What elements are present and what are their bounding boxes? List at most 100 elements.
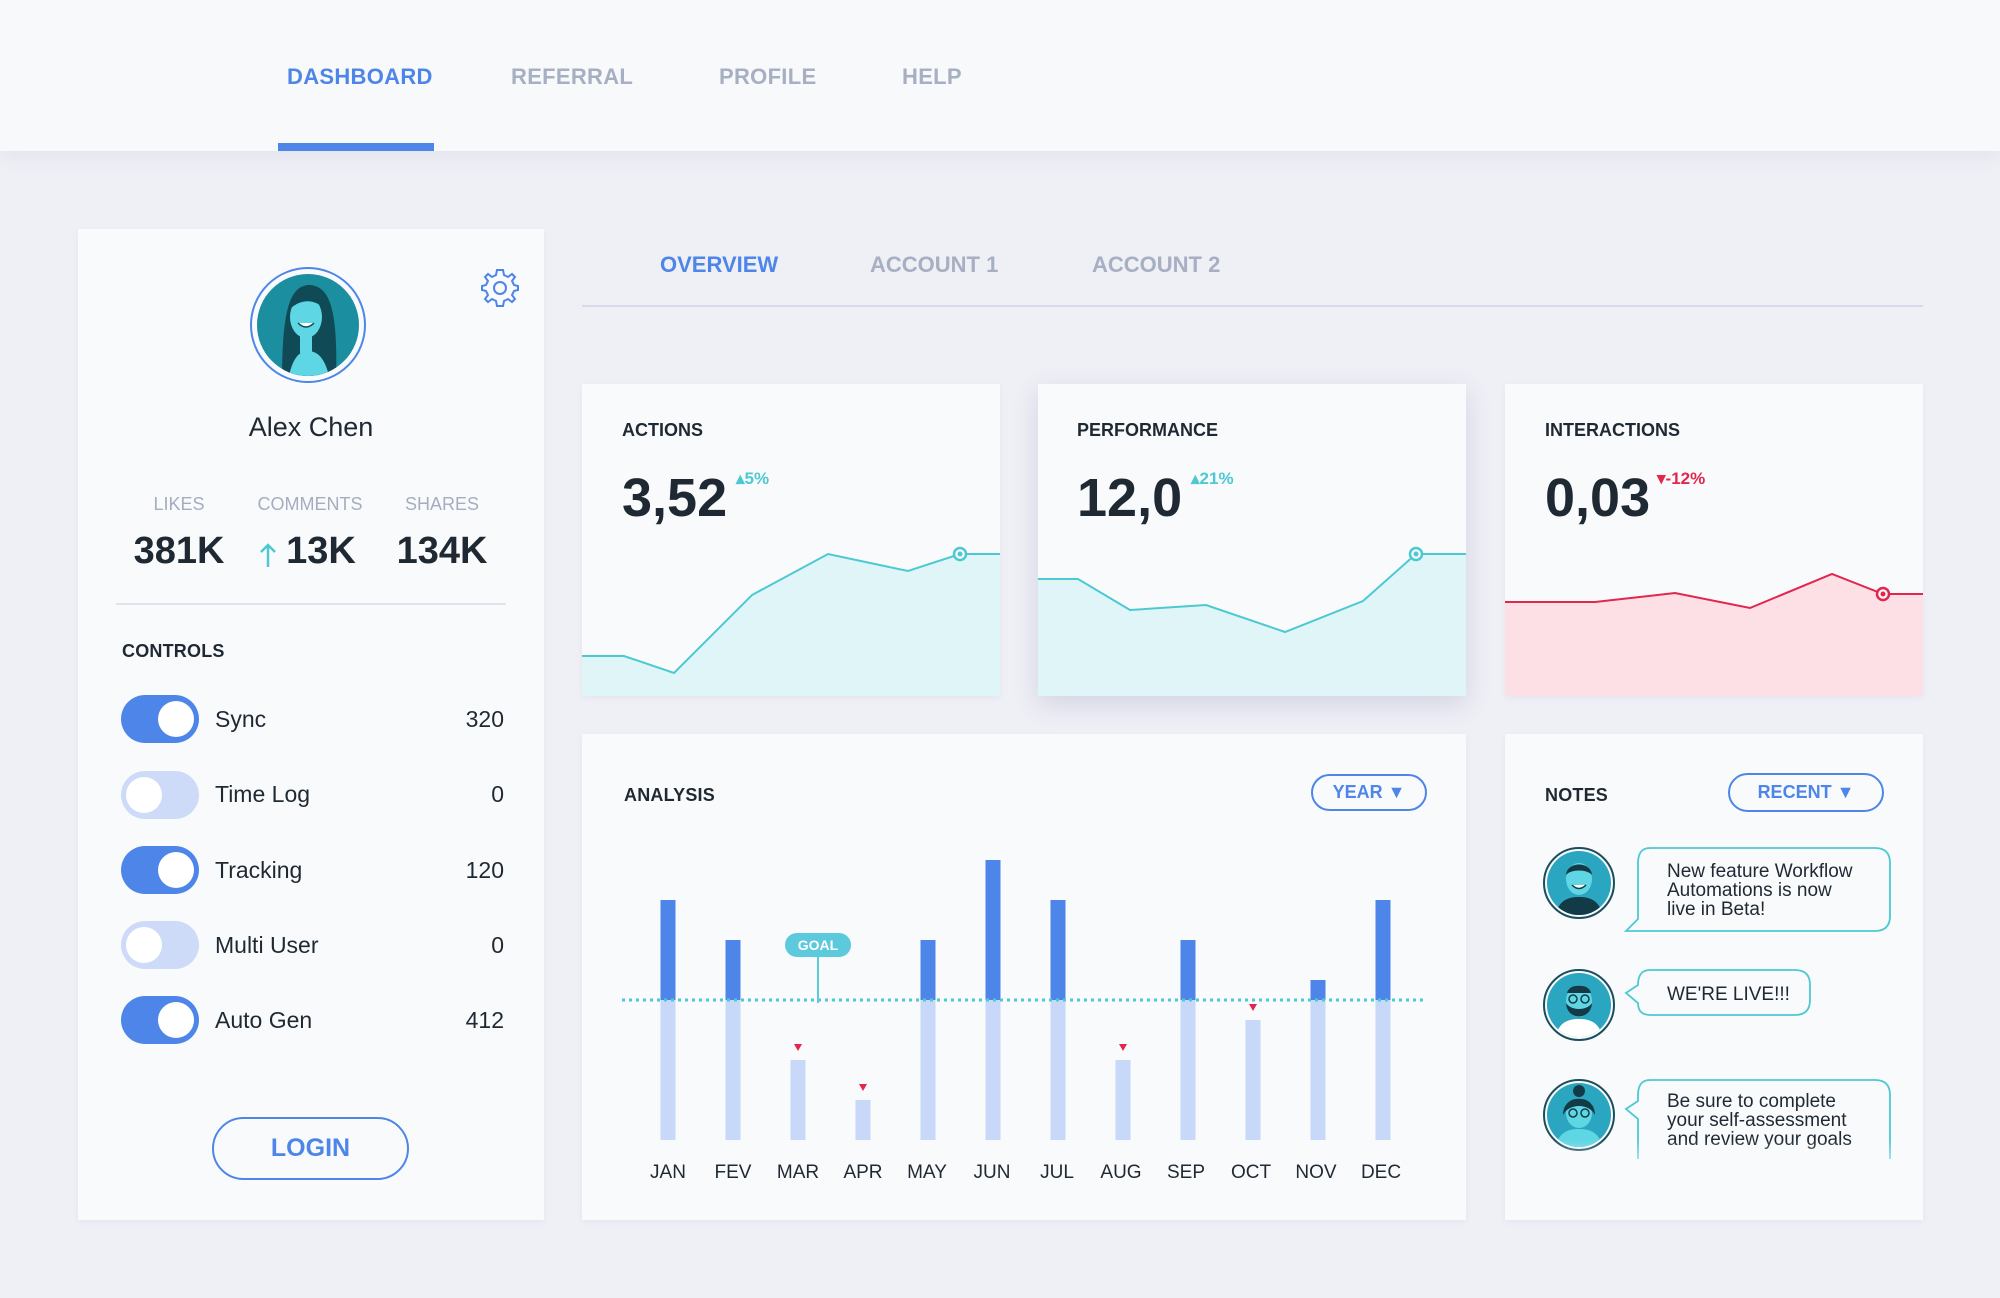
auto-gen-label: Auto Gen [215,1007,313,1033]
settings-gear-icon[interactable] [478,266,522,310]
actions-sparkline [582,546,1000,696]
bar-nov-above-goal [1310,980,1326,1000]
login-button[interactable]: LOGIN [212,1117,409,1180]
profile-avatar[interactable] [250,267,366,383]
bar-jul-above-goal [1050,900,1066,1000]
dropdown-caret-icon: ▼ [1387,782,1406,802]
time-log-label: Time Log [215,781,311,807]
time-log-value: 0 [491,781,504,807]
performance-sparkline [1038,546,1466,696]
auto-gen-toggle[interactable] [121,996,199,1044]
performance-card: PERFORMANCE 12,0 ▴21% [1038,384,1466,696]
stat-likes-label: LIKES [153,494,205,514]
year-filter-dropdown[interactable]: YEAR ▼ [1311,774,1427,811]
stat-shares-value: 134K [396,530,488,572]
bar-mar-base [790,1060,806,1140]
auto-gen-value: 412 [465,1007,504,1033]
sync-toggle[interactable] [121,695,199,743]
month-label-jun: JUN [973,1162,1011,1183]
month-label-jul: JUL [1040,1162,1074,1183]
recent-filter-dropdown[interactable]: RECENT ▼ [1728,773,1884,812]
bar-jun-above-goal [985,860,1001,1000]
tab-account-1[interactable]: ACCOUNT 1 [870,252,999,277]
bar-aug-base [1115,1060,1131,1140]
bar-fev-base [725,1000,741,1140]
sync-value: 320 [465,706,504,732]
note-avatar-bearded-man-icon[interactable] [1543,969,1615,1041]
note-bubble-1 [1623,847,1891,932]
bar-dec-above-goal [1375,900,1391,1000]
tab-account-2[interactable]: ACCOUNT 2 [1092,252,1221,277]
delta-up-icon: ▴ [736,469,745,488]
nav-tab-profile[interactable]: PROFILE [719,64,817,89]
actions-title: ACTIONS [622,420,703,440]
month-label-mar: MAR [776,1162,820,1183]
miss-marker-aug [1119,1044,1127,1051]
interactions-card: INTERACTIONS 0,03 ▾-12% [1505,384,1923,696]
performance-value: 12,0 [1077,468,1183,528]
month-label-nov: NOV [1295,1162,1337,1183]
tracking-value: 120 [465,857,504,883]
top-nav-bar: DASHBOARD REFERRAL PROFILE HELP [0,0,2000,151]
bar-nov-base [1310,1000,1326,1140]
multi-user-label: Multi User [215,932,319,958]
month-label-aug: AUG [1100,1162,1142,1183]
month-label-jan: JAN [650,1162,686,1183]
multi-user-value: 0 [491,932,504,958]
multi-user-toggle[interactable] [121,921,199,969]
notes-fade-overlay [1505,1140,1923,1220]
sync-label: Sync [215,706,267,732]
bar-oct-base [1245,1020,1261,1140]
tracking-label: Tracking [215,857,303,883]
bar-dec-base [1375,1000,1391,1140]
bar-may-above-goal [920,940,936,1000]
note-bubble-2 [1624,969,1811,1016]
subtabs-divider [582,305,1923,307]
bar-fev-above-goal [725,940,741,1000]
bar-may-base [920,1000,936,1140]
notes-title: NOTES [1545,785,1609,805]
bar-jan-above-goal [660,900,676,1000]
trend-up-arrow-icon [260,543,276,567]
bar-jan-base [660,1000,676,1140]
note-1-text: New feature Workflow Automations is now … [1667,861,1853,920]
month-label-dec: DEC [1360,1162,1402,1183]
actions-value: 3,52 [622,468,728,528]
bar-jul-base [1050,1000,1066,1140]
nav-tab-help[interactable]: HELP [902,64,962,89]
month-label-may: MAY [907,1162,947,1183]
avatar-woman-icon [257,274,359,376]
performance-title: PERFORMANCE [1077,420,1219,440]
stat-shares-label: SHARES [404,494,480,514]
delta-up-icon: ▴ [1191,469,1200,488]
time-log-toggle[interactable] [121,771,199,819]
nav-tab-dashboard[interactable]: DASHBOARD [287,64,433,89]
profile-name: Alex Chen [248,412,374,442]
month-label-oct: OCT [1230,1162,1272,1183]
bar-sep-base [1180,1000,1196,1140]
note-2-text: WE'RE LIVE!!! [1667,984,1790,1005]
note-bubble-3 [1624,1079,1891,1159]
month-label-apr: APR [843,1162,883,1183]
performance-delta: ▴21% [1191,469,1234,488]
tracking-toggle[interactable] [121,846,199,894]
stat-comments-label: COMMENTS [257,494,363,514]
bar-apr-base [855,1100,871,1140]
dropdown-caret-icon: ▼ [1836,782,1855,802]
interactions-sparkline [1505,572,1923,696]
nav-tab-referral[interactable]: REFERRAL [511,64,634,89]
month-label-sep: SEP [1166,1162,1206,1183]
tab-overview[interactable]: OVERVIEW [660,252,779,277]
goal-tag-stem [817,957,819,1003]
month-label-fev: FEV [714,1162,752,1183]
miss-marker-oct [1249,1004,1257,1011]
note-avatar-man-icon[interactable] [1543,847,1615,919]
stat-likes-value: 381K [133,530,225,572]
miss-marker-mar [794,1044,802,1051]
active-tab-indicator [278,143,434,151]
interactions-value: 0,03 [1545,468,1651,528]
profile-divider [116,603,506,605]
interactions-delta: ▾-12% [1657,469,1706,488]
miss-marker-apr [859,1084,867,1091]
bar-jun-base [985,1000,1001,1140]
